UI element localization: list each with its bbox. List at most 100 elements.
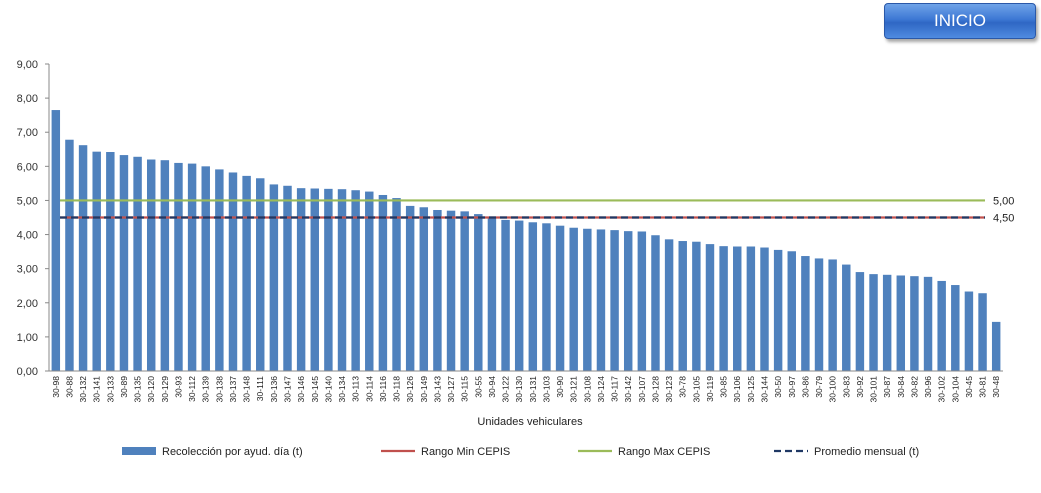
bar — [610, 230, 619, 371]
bar — [283, 185, 292, 371]
bar — [651, 235, 660, 371]
x-tick-label: 30-100 — [828, 376, 838, 403]
bar — [828, 259, 837, 371]
y-tick-label: 9,00 — [17, 59, 38, 71]
x-tick-label: 30-146 — [296, 376, 306, 403]
bar — [842, 264, 851, 371]
y-axis-labels: 0,00 1,00 2,00 3,00 4,00 5,00 6,00 7,00 8,00 9,00 — [17, 59, 38, 378]
bar — [542, 223, 551, 371]
bar — [678, 241, 687, 371]
x-tick-label: 30-124 — [596, 376, 606, 403]
x-tick-label: 30-135 — [133, 376, 143, 403]
x-tick-label: 30-128 — [650, 376, 660, 403]
bar — [92, 151, 101, 371]
y-tick-label: 5,00 — [17, 195, 38, 207]
x-tick-label: 30-79 — [814, 376, 824, 398]
bar — [964, 291, 974, 371]
bar — [746, 246, 756, 371]
x-tick-label: 30-92 — [855, 376, 865, 398]
x-tick-label: 30-149 — [419, 376, 429, 403]
bar — [760, 247, 769, 371]
x-tick-label: 30-112 — [187, 376, 197, 402]
bar — [65, 139, 74, 371]
reference-line-label: 4,50 — [993, 213, 1014, 225]
bar — [106, 152, 115, 371]
x-tick-label: 30-141 — [92, 376, 102, 403]
reference-line-label: 5,00 — [993, 195, 1014, 207]
x-tick-label: 30-83 — [841, 376, 851, 398]
x-tick-label: 30-84 — [896, 376, 906, 398]
bar — [787, 251, 796, 371]
x-tick-label: 30-140 — [323, 376, 333, 403]
bar — [910, 276, 919, 371]
x-tick-label: 30-107 — [637, 376, 647, 403]
x-tick-label: 30-90 — [555, 376, 565, 398]
x-tick-label: 30-93 — [173, 376, 183, 398]
x-tick-label: 30-131 — [528, 376, 538, 403]
bar — [201, 166, 210, 371]
axes — [45, 63, 1003, 372]
x-tick-label: 30-143 — [432, 376, 442, 403]
bar — [801, 256, 810, 371]
x-tick-label: 30-130 — [514, 376, 524, 403]
bar — [78, 145, 88, 371]
bar — [269, 184, 279, 371]
x-tick-label: 30-125 — [746, 376, 756, 403]
legend-label: Rango Min CEPIS — [421, 446, 510, 458]
bar — [978, 293, 987, 371]
bar — [460, 211, 469, 371]
x-tick-label: 30-127 — [446, 376, 456, 403]
bar — [773, 249, 783, 371]
bar — [433, 209, 442, 371]
x-tick-label: 30-105 — [691, 376, 701, 403]
bar — [174, 162, 183, 371]
legend: Recolección por ayud. día (t) Rango Min C… — [122, 446, 919, 458]
x-tick-label: 30-108 — [582, 376, 592, 403]
y-tick-label: 0,00 — [17, 366, 38, 378]
x-tick-label: 30-122 — [501, 376, 511, 403]
x-tick-label: 30-78 — [678, 376, 688, 398]
x-tick-label: 30-147 — [283, 376, 293, 403]
x-tick-label: 30-94 — [487, 376, 497, 398]
bar — [937, 280, 946, 371]
x-tick-label: 30-55 — [473, 376, 483, 398]
legend-label: Rango Max CEPIS — [618, 446, 710, 458]
x-tick-label: 30-142 — [623, 376, 633, 403]
bar — [814, 258, 824, 371]
x-tick-label: 30-87 — [882, 376, 892, 398]
bar — [392, 198, 401, 371]
bar — [882, 274, 892, 371]
x-tick-label: 30-81 — [978, 376, 988, 398]
bar — [51, 110, 61, 372]
x-tick-label: 30-117 — [610, 376, 620, 402]
x-tick-label: 30-102 — [937, 376, 947, 403]
bar — [146, 159, 156, 371]
bar — [514, 220, 524, 371]
inicio-button[interactable]: INICIO — [884, 3, 1036, 39]
x-tick-label: 30-136 — [269, 376, 279, 403]
bar — [487, 216, 497, 371]
bar — [405, 205, 415, 371]
y-tick-label: 7,00 — [17, 127, 38, 139]
bar — [869, 274, 878, 371]
x-tick-label: 30-101 — [869, 376, 879, 403]
bar — [256, 178, 265, 371]
bar — [569, 227, 578, 371]
x-tick-label: 30-98 — [51, 376, 61, 398]
x-tick-label: 30-120 — [146, 376, 156, 403]
x-tick-label: 30-115 — [460, 376, 470, 402]
bar — [855, 272, 865, 371]
x-tick-label: 30-89 — [119, 376, 129, 398]
x-tick-label: 30-144 — [760, 376, 770, 403]
bar — [365, 191, 374, 371]
x-tick-label: 30-85 — [719, 376, 729, 398]
bar — [296, 188, 306, 371]
x-tick-label: 30-111 — [255, 376, 265, 401]
x-tick-label: 30-106 — [732, 376, 742, 403]
bar — [242, 175, 251, 371]
bar — [719, 246, 728, 371]
bar — [705, 244, 715, 371]
x-tick-label: 30-139 — [201, 376, 211, 403]
bar — [555, 225, 565, 371]
